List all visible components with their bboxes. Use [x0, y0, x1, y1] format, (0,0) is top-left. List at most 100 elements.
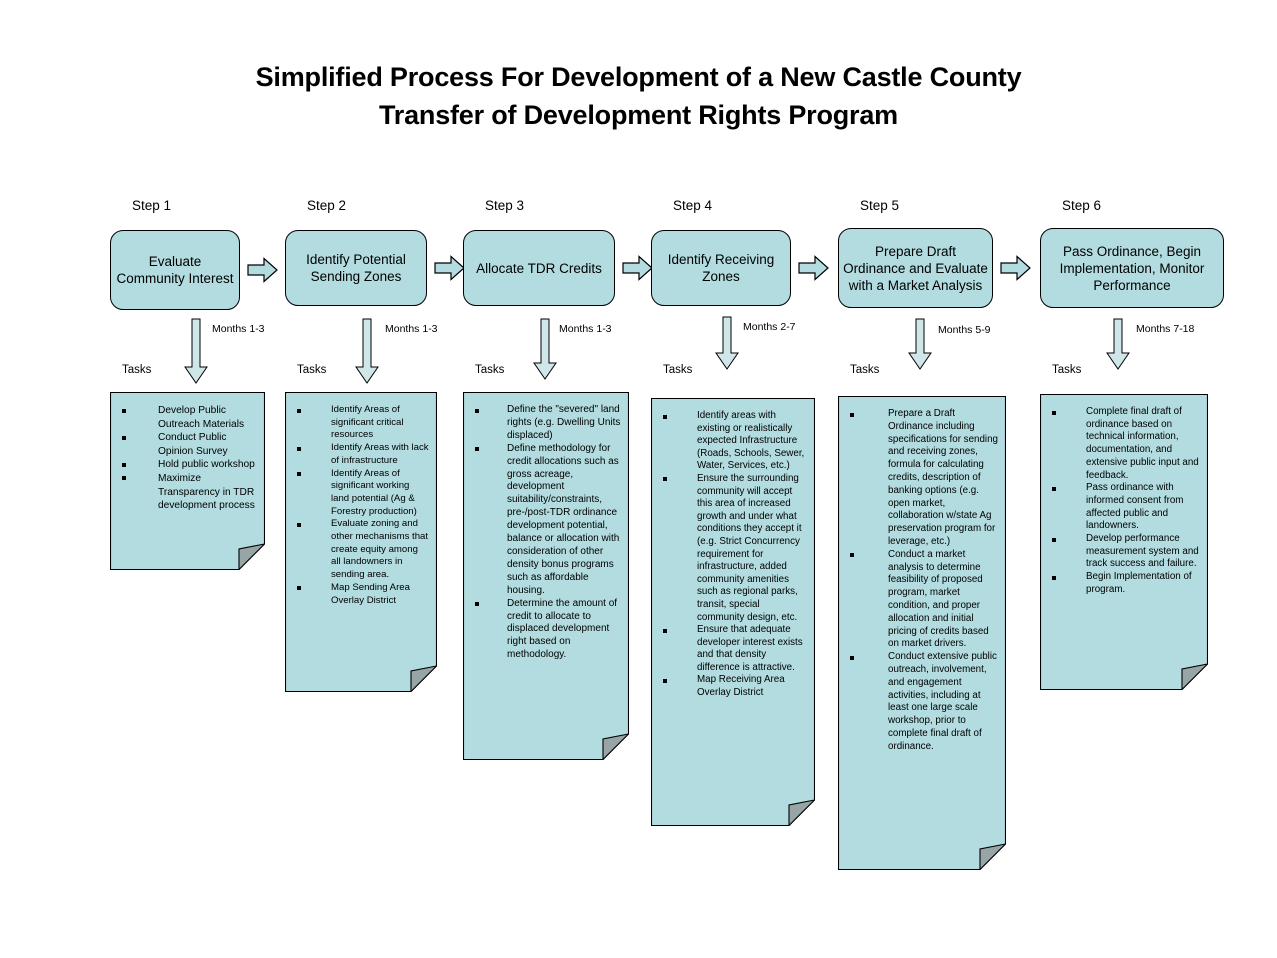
task-item-text: Pass ordinance with informed consent fro…	[1086, 482, 1184, 532]
tasks-caption-3: Tasks	[475, 364, 505, 376]
bullet-square-icon	[663, 628, 667, 633]
task-item: Identify Areas with lack of infrastructu…	[295, 442, 429, 467]
task-item-text: Conduct Public Opinion Survey	[158, 432, 228, 457]
task-item: Map Sending Area Overlay District	[295, 582, 429, 607]
task-item-text: Conduct extensive public outreach, invol…	[888, 651, 997, 752]
task-item: Begin Implementation of program.	[1050, 571, 1200, 596]
months-label-3: Months 1-3	[559, 323, 612, 335]
flow-arrow-right-icon-2	[434, 255, 465, 281]
step-box-title-6: Pass Ordinance, Begin Implementation, Mo…	[1059, 243, 1205, 293]
step-box-title-1: Evaluate Community Interest	[116, 254, 234, 286]
task-item: Define the "severed" land rights (e.g. D…	[473, 404, 621, 443]
timeline-down-arrow-icon-4	[713, 316, 741, 370]
task-item: Evaluate zoning and other mechanisms tha…	[295, 518, 429, 582]
task-list-3: Define the "severed" land rights (e.g. D…	[463, 392, 629, 666]
task-item: Identify Areas of significant critical r…	[295, 404, 429, 442]
process-column-6: Step 6 Pass Ordinance, Begin Implementati…	[1040, 0, 1240, 958]
task-item: Develop Public Outreach Materials	[120, 404, 257, 431]
task-document-shape-1	[110, 392, 265, 570]
bullet-square-icon	[297, 522, 301, 527]
task-document-shape-6	[1040, 394, 1208, 690]
task-item: Conduct extensive public outreach, invol…	[848, 651, 998, 753]
step-box-6[interactable]: Pass Ordinance, Begin Implementation, Mo…	[1040, 228, 1224, 308]
task-item-text: Complete final draft of ordinance based …	[1086, 406, 1199, 481]
bullet-square-icon	[850, 655, 854, 660]
tasks-caption-1: Tasks	[122, 364, 152, 376]
task-item-text: Define methodology for credit allocation…	[507, 442, 620, 596]
task-list-5: Prepare a Draft Ordinance including spec…	[838, 396, 1006, 758]
tasks-caption-2: Tasks	[297, 364, 327, 376]
step-box-3[interactable]: Allocate TDR Credits	[463, 230, 615, 306]
task-item: Pass ordinance with informed consent fro…	[1050, 482, 1200, 533]
task-item: Develop performance measurement system a…	[1050, 533, 1200, 571]
bullet-square-icon	[850, 553, 854, 558]
months-label-1: Months 1-3	[212, 323, 265, 335]
task-item: Ensure that adequate developer interest …	[661, 624, 807, 674]
bullet-square-icon	[297, 586, 301, 591]
page-title-line-1: Simplified Process For Development of a …	[255, 62, 1022, 92]
task-item: Conduct a market analysis to determine f…	[848, 549, 998, 651]
page-title: Simplified Process For Development of a …	[0, 58, 1277, 134]
task-item-text: Prepare a Draft Ordinance including spec…	[888, 408, 999, 547]
bullet-square-icon	[1052, 537, 1056, 542]
step-box-5[interactable]: Prepare Draft Ordinance and Evaluate wit…	[838, 228, 993, 308]
step-box-1[interactable]: Evaluate Community Interest	[110, 230, 240, 310]
task-document-6[interactable]: Complete final draft of ordinance based …	[1040, 394, 1208, 690]
page-title-line-2: Transfer of Development Rights Program	[378, 100, 898, 130]
timeline-down-arrow-icon-2	[353, 318, 381, 384]
task-item-text: Ensure that adequate developer interest …	[697, 624, 803, 673]
bullet-square-icon	[297, 446, 301, 451]
task-item-text: Identify Areas with lack of infrastructu…	[331, 442, 429, 466]
task-document-5[interactable]: Prepare a Draft Ordinance including spec…	[838, 396, 1006, 870]
step-box-title-3: Allocate TDR Credits	[476, 260, 602, 276]
task-document-1[interactable]: Develop Public Outreach Materials Conduct…	[110, 392, 265, 570]
bullet-square-icon	[122, 435, 126, 440]
task-item-text: Ensure the surrounding community will ac…	[697, 472, 802, 623]
bullet-square-icon	[297, 472, 301, 477]
task-item: Ensure the surrounding community will ac…	[661, 473, 807, 624]
task-item-text: Define the "severed" land rights (e.g. D…	[507, 404, 621, 441]
process-column-1: Step 1 Evaluate Community Interest Months …	[110, 0, 310, 958]
task-document-4[interactable]: Identify areas with existing or realisti…	[651, 398, 815, 826]
bullet-square-icon	[122, 462, 126, 467]
task-item: Identify Areas of significant working la…	[295, 468, 429, 519]
task-item-text: Identify areas with existing or realisti…	[697, 410, 805, 472]
task-item: Hold public workshop	[120, 458, 257, 472]
process-column-2: Step 2 Identify Potential Sending Zones Mo…	[285, 0, 485, 958]
bullet-square-icon	[122, 408, 126, 413]
step-label-3: Step 3	[485, 198, 525, 213]
step-label-1: Step 1	[132, 198, 172, 213]
bullet-square-icon	[122, 476, 126, 481]
task-item: Prepare a Draft Ordinance including spec…	[848, 408, 998, 549]
flow-arrow-right-icon-1	[247, 257, 278, 283]
task-document-shape-3	[463, 392, 629, 760]
tasks-caption-6: Tasks	[1052, 364, 1082, 376]
task-item-text: Begin Implementation of program.	[1086, 571, 1192, 595]
step-label-5: Step 5	[860, 198, 900, 213]
task-document-2[interactable]: Identify Areas of significant critical r…	[285, 392, 437, 692]
bullet-square-icon	[663, 477, 667, 482]
bullet-square-icon	[663, 414, 667, 419]
step-box-title-4: Identify Receiving Zones	[667, 252, 775, 284]
task-item: Conduct Public Opinion Survey	[120, 431, 257, 458]
timeline-down-arrow-icon-1	[182, 318, 210, 384]
task-item-text: Map Sending Area Overlay District	[331, 581, 410, 606]
task-list-6: Complete final draft of ordinance based …	[1040, 394, 1208, 601]
bullet-square-icon	[850, 412, 854, 417]
task-item: Define methodology for credit allocation…	[473, 443, 621, 598]
step-box-title-2: Identify Potential Sending Zones	[306, 252, 406, 284]
process-column-5: Step 5 Prepare Draft Ordinance and Evalua…	[838, 0, 1038, 958]
task-item-text: Conduct a market analysis to determine f…	[888, 548, 989, 650]
step-box-2[interactable]: Identify Potential Sending Zones	[285, 230, 427, 306]
bullet-square-icon	[1052, 486, 1056, 491]
task-item-text: Maximize Transparency in TDR development…	[158, 472, 255, 512]
task-item: Maximize Transparency in TDR development…	[120, 472, 257, 513]
task-list-1: Develop Public Outreach Materials Conduct…	[110, 392, 265, 517]
step-box-4[interactable]: Identify Receiving Zones	[651, 230, 791, 306]
task-document-3[interactable]: Define the "severed" land rights (e.g. D…	[463, 392, 629, 760]
task-item: Identify areas with existing or realisti…	[661, 410, 807, 473]
task-item-text: Evaluate zoning and other mechanisms tha…	[331, 518, 429, 581]
task-item-text: Determine the amount of credit to alloca…	[507, 597, 618, 661]
task-item-text: Hold public workshop	[158, 459, 255, 471]
process-column-3: Step 3 Allocate TDR Credits Months 1-3 Task…	[463, 0, 663, 958]
